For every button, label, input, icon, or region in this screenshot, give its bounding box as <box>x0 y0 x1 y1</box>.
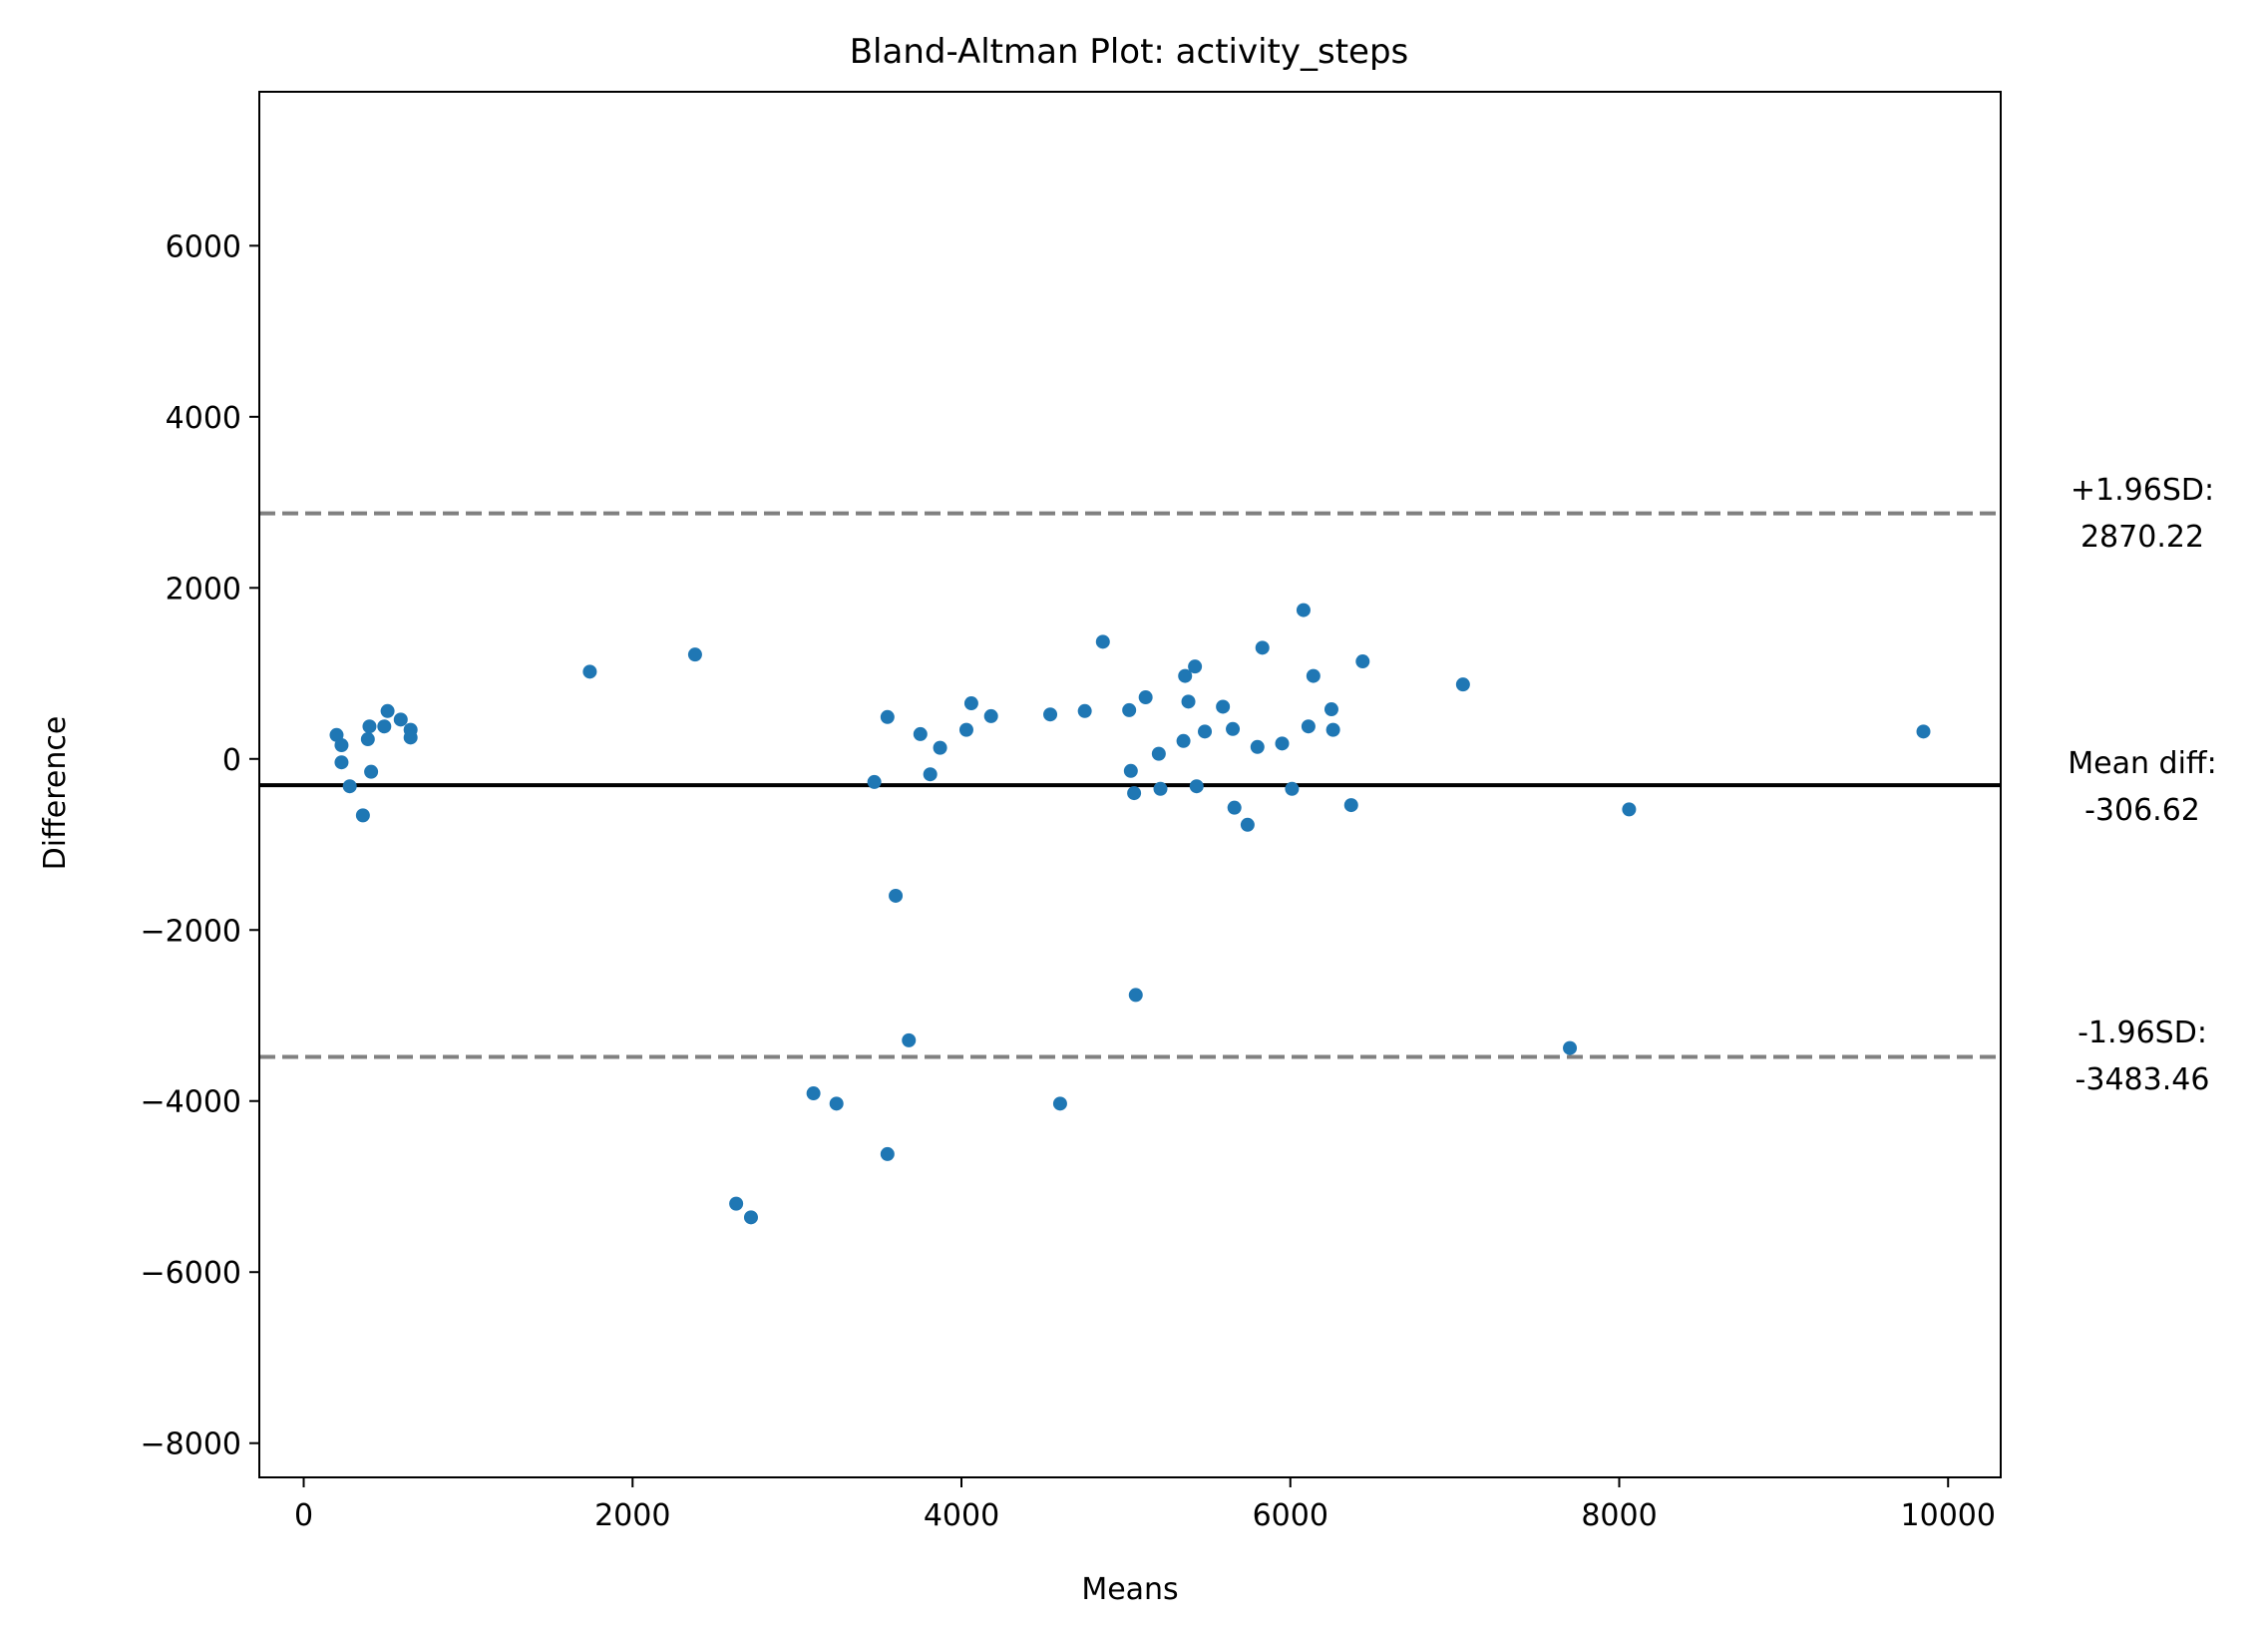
data-point <box>1226 721 1241 736</box>
data-point <box>1178 668 1193 683</box>
data-point <box>902 1032 917 1047</box>
data-point <box>1151 746 1166 761</box>
data-point <box>1189 779 1204 794</box>
y-tick-label: 0 <box>222 743 241 778</box>
data-point <box>1325 722 1340 737</box>
data-point <box>1227 800 1242 815</box>
y-axis-label: Difference <box>38 716 73 871</box>
x-tick-label: 8000 <box>1581 1498 1657 1533</box>
axes: 0 2000 4000 6000 8000 10000 −8000 −6000 −4000 −20… <box>141 229 1996 1533</box>
mean-diff-value: -306.62 <box>2084 793 2200 828</box>
y-tick-label: −4000 <box>141 1085 241 1120</box>
data-point <box>364 764 379 779</box>
limit-annotations: +1.96SD: 2870.22 Mean diff: -306.62 -1.9… <box>2068 473 2216 1097</box>
data-point <box>1128 988 1143 1003</box>
lower-loa-value: -3483.46 <box>2076 1062 2210 1097</box>
y-tick-label: 6000 <box>166 229 241 264</box>
data-point <box>360 732 375 747</box>
data-point <box>933 740 947 755</box>
data-point <box>1343 798 1358 813</box>
data-point <box>923 767 938 782</box>
data-point <box>983 708 998 723</box>
data-point <box>1198 724 1213 739</box>
data-point <box>393 712 408 727</box>
axes-frame <box>258 91 2002 1478</box>
data-point <box>1240 817 1255 832</box>
data-point <box>1176 733 1191 748</box>
data-point <box>1043 707 1058 722</box>
data-point <box>1052 1096 1067 1111</box>
data-point <box>963 696 978 711</box>
x-tick-label: 0 <box>294 1498 313 1533</box>
x-tick-label: 10000 <box>1901 1498 1996 1533</box>
data-point <box>380 703 395 718</box>
x-axis-label: Means <box>1081 1572 1178 1607</box>
data-point <box>687 647 702 662</box>
y-tick-label: 2000 <box>166 572 241 607</box>
plot-area <box>259 511 2001 1225</box>
mean-diff-label: Mean diff: <box>2068 746 2216 781</box>
data-point <box>1153 781 1168 796</box>
data-point <box>334 738 349 753</box>
data-point <box>1306 668 1321 683</box>
data-point <box>743 1210 758 1225</box>
data-point <box>1301 719 1316 734</box>
data-point <box>880 1146 895 1161</box>
data-point <box>1077 703 1092 718</box>
y-tick-label: 4000 <box>166 401 241 436</box>
x-tick-label: 2000 <box>594 1498 670 1533</box>
data-point <box>1563 1040 1578 1055</box>
y-tick-label: −6000 <box>141 1256 241 1291</box>
data-point <box>880 709 895 724</box>
data-point <box>1622 802 1637 817</box>
lower-loa-label: -1.96SD: <box>2078 1016 2207 1050</box>
data-point <box>342 779 357 794</box>
data-point <box>1127 786 1142 801</box>
upper-loa-label: +1.96SD: <box>2071 473 2214 508</box>
data-point <box>889 888 904 903</box>
data-point <box>362 719 377 734</box>
data-point <box>1285 781 1300 796</box>
data-point <box>1455 677 1470 692</box>
y-tick-label: −8000 <box>141 1428 241 1462</box>
data-point <box>958 722 973 737</box>
data-point <box>867 774 882 789</box>
data-point <box>1250 739 1265 754</box>
data-point <box>913 726 928 741</box>
data-point <box>1355 654 1370 669</box>
y-tick-label: −2000 <box>141 914 241 949</box>
upper-loa-value: 2870.22 <box>2080 520 2204 555</box>
data-point <box>1275 736 1290 751</box>
data-point <box>1181 694 1196 709</box>
data-point <box>334 755 349 770</box>
data-point <box>1095 634 1110 649</box>
data-point <box>1323 702 1338 717</box>
data-point <box>355 808 370 823</box>
data-point <box>377 719 392 734</box>
x-tick-label: 4000 <box>924 1498 999 1533</box>
data-point <box>1188 659 1203 674</box>
data-point <box>1123 763 1138 778</box>
data-point <box>1916 724 1931 739</box>
data-point <box>829 1096 844 1111</box>
data-point <box>403 730 418 745</box>
data-point <box>806 1086 821 1101</box>
data-point <box>1216 699 1231 714</box>
data-point <box>729 1196 744 1211</box>
data-point <box>1296 603 1311 617</box>
data-point <box>582 664 597 679</box>
data-point <box>1138 690 1153 705</box>
chart-title: Bland-Altman Plot: activity_steps <box>850 32 1409 72</box>
data-point <box>1255 640 1270 655</box>
data-point <box>1122 702 1137 717</box>
x-tick-label: 6000 <box>1253 1498 1328 1533</box>
